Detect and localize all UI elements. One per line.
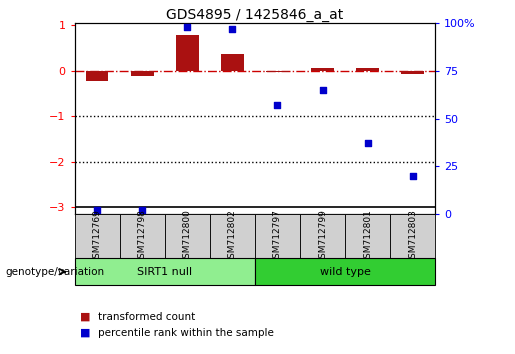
Text: wild type: wild type — [320, 267, 370, 277]
Bar — [75, 258, 255, 285]
Point — [138, 207, 146, 213]
Bar — [255, 214, 300, 258]
Bar — [345, 214, 390, 258]
Bar — [210, 214, 255, 258]
Text: ■: ■ — [80, 328, 90, 338]
Bar — [255, 258, 435, 285]
Text: ■: ■ — [80, 312, 90, 322]
Text: transformed count: transformed count — [98, 312, 195, 322]
Text: percentile rank within the sample: percentile rank within the sample — [98, 328, 274, 338]
Bar — [176, 35, 199, 71]
Bar — [86, 71, 109, 81]
Bar — [311, 68, 334, 71]
Title: GDS4895 / 1425846_a_at: GDS4895 / 1425846_a_at — [166, 8, 344, 22]
Point — [318, 87, 327, 93]
Bar — [401, 71, 424, 74]
Point — [93, 207, 101, 213]
Point — [364, 141, 372, 146]
Bar — [300, 214, 345, 258]
Point — [228, 26, 236, 32]
Bar — [390, 214, 435, 258]
Bar — [266, 71, 289, 72]
Text: GSM712800: GSM712800 — [183, 209, 192, 264]
Text: GSM712799: GSM712799 — [318, 209, 327, 264]
Point — [408, 173, 417, 179]
Bar — [75, 214, 119, 258]
Bar — [131, 71, 153, 76]
Text: GSM712803: GSM712803 — [408, 209, 417, 264]
Bar — [165, 214, 210, 258]
Text: GSM712769: GSM712769 — [93, 209, 101, 264]
Text: GSM712801: GSM712801 — [363, 209, 372, 264]
Bar — [119, 214, 165, 258]
Bar — [356, 68, 379, 71]
Point — [183, 24, 192, 30]
Bar — [221, 54, 244, 71]
Text: SIRT1 null: SIRT1 null — [137, 267, 193, 277]
Text: GSM712797: GSM712797 — [273, 209, 282, 264]
Text: GSM712798: GSM712798 — [138, 209, 147, 264]
Point — [273, 102, 282, 108]
Text: genotype/variation: genotype/variation — [5, 267, 104, 277]
Text: GSM712802: GSM712802 — [228, 209, 237, 264]
